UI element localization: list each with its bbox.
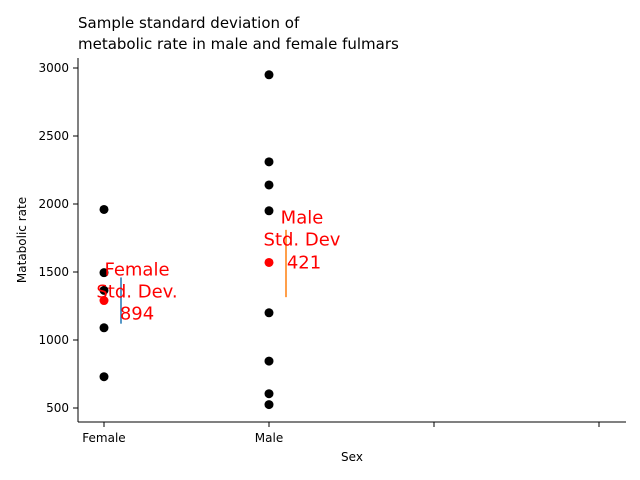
x-tick-label-1: Male bbox=[255, 431, 283, 445]
data-point bbox=[264, 206, 274, 216]
y-axis-label: Matabolic rate bbox=[15, 197, 29, 283]
y-tick-label-3000: 3000 bbox=[38, 61, 69, 75]
y-tick-label-1500: 1500 bbox=[38, 265, 69, 279]
mean-point-1 bbox=[264, 257, 274, 267]
data-point bbox=[264, 180, 274, 190]
std-dev-annotation-0-line-1: Std. Dev. bbox=[96, 282, 177, 303]
x-tick-label-0: Female bbox=[82, 431, 125, 445]
chart-title-line-2: metabolic rate in male and female fulmar… bbox=[78, 35, 399, 53]
y-tick-label-2500: 2500 bbox=[38, 129, 69, 143]
std-dev-annotation-0-line-2: 894 bbox=[120, 304, 154, 325]
std-dev-annotation-0-line-0: Female bbox=[104, 260, 169, 281]
data-point bbox=[264, 356, 274, 366]
data-point bbox=[99, 268, 109, 278]
y-tick-label-1000: 1000 bbox=[38, 333, 69, 347]
std-dev-annotation-1-line-0: Male bbox=[281, 207, 324, 228]
x-axis-ticks: Female Male bbox=[82, 422, 600, 445]
x-axis-label: Sex bbox=[341, 450, 363, 464]
chart-title-line-1: Sample standard deviation of bbox=[78, 14, 300, 32]
mean-point-0 bbox=[99, 296, 109, 306]
std-dev-annotation-1-line-1: Std. Dev bbox=[264, 229, 341, 250]
data-point bbox=[99, 323, 109, 333]
data-point bbox=[99, 372, 109, 382]
data-point bbox=[264, 157, 274, 167]
data-point bbox=[264, 308, 274, 318]
data-point bbox=[99, 204, 109, 214]
std-dev-annotation-1-line-2: 421 bbox=[287, 252, 321, 273]
data-point bbox=[264, 400, 274, 410]
y-tick-label-500: 500 bbox=[46, 401, 69, 415]
data-point bbox=[264, 70, 274, 80]
data-point bbox=[99, 285, 109, 295]
y-axis-ticks: 500 1000 1500 2000 2500 3000 bbox=[38, 61, 78, 415]
y-tick-label-2000: 2000 bbox=[38, 197, 69, 211]
data-point bbox=[264, 389, 274, 399]
